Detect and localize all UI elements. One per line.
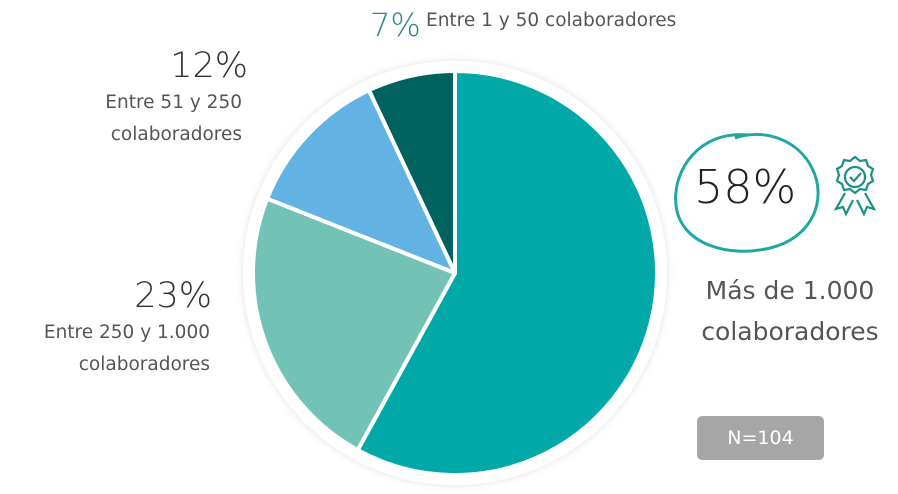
slice-label: Más de 1.000 colaboradores	[701, 276, 879, 347]
pie-slice	[355, 69, 659, 477]
slice-label: Entre 250 y 1.000 colaboradores	[43, 322, 210, 376]
percent-label: 12%	[170, 46, 248, 86]
award-icon	[833, 155, 877, 217]
percent-label: 23%	[134, 276, 212, 316]
highlight-circle	[674, 133, 820, 253]
pie-slice	[265, 88, 457, 275]
pie-slice	[251, 196, 457, 453]
percent-label: 58%	[694, 160, 797, 214]
percent-label: 7%	[370, 6, 421, 44]
slice-label: Entre 1 y 50 colaboradores	[426, 10, 677, 31]
pie-slice	[366, 69, 457, 275]
slice-label: Entre 51 y 250 colaboradores	[105, 92, 242, 146]
sample-size-badge: N=104	[697, 416, 824, 460]
